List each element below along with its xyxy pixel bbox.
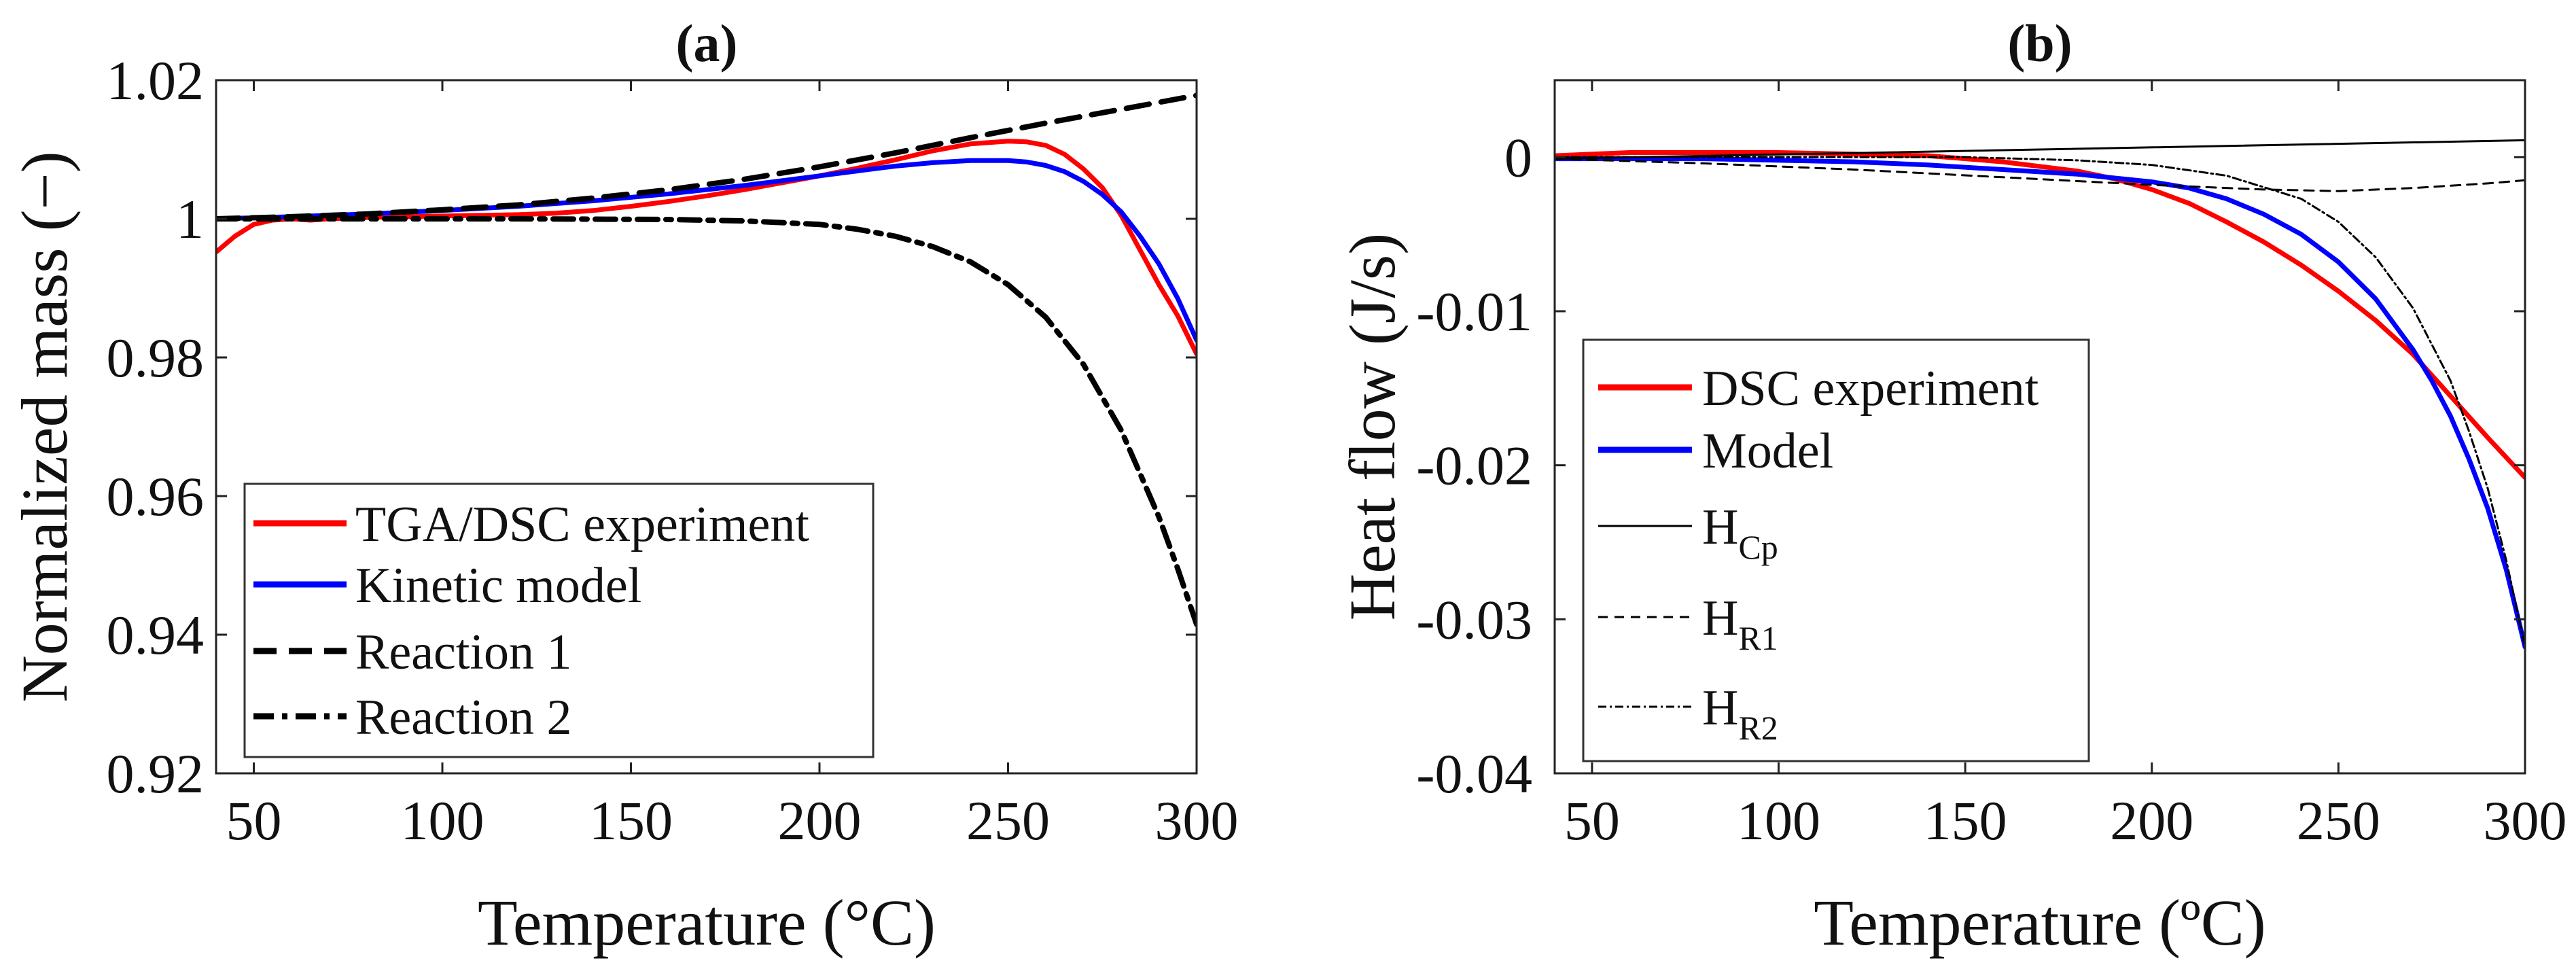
legend-label-sub: R2 [1738, 709, 1778, 747]
y-axis-label-b: Heat flow (J/s) [1336, 233, 1409, 621]
legend-entry: Kinetic model [253, 558, 641, 614]
series-line-b-4 [1555, 156, 2525, 648]
series-line-b-2 [1555, 139, 2525, 160]
y-tick-label: 0.96 [107, 465, 205, 527]
series-line-b-3 [1555, 158, 2525, 192]
y-tick-label: 0.94 [107, 604, 205, 666]
x-tick-label: 50 [226, 790, 282, 851]
panel-a-title: (a) [676, 14, 738, 73]
y-tick-label: 0.98 [107, 327, 205, 389]
x-tick-label: 100 [1737, 790, 1820, 851]
y-tick-label: -0.04 [1416, 743, 1532, 805]
x-tick-label: 250 [2297, 790, 2380, 851]
x-tick-label: 200 [778, 790, 862, 851]
y-tick-label: -0.01 [1416, 281, 1532, 342]
legend-label-main: H [1702, 591, 1738, 646]
legend-label-main: H [1702, 499, 1738, 555]
ticks-a: 50 100 150 200 250 300 0.92 0.94 0.96 0.98 1 1.02 [107, 50, 1239, 851]
legend-label-sub: R1 [1738, 619, 1778, 657]
series-line-a-2 [216, 92, 1197, 222]
legend-label: Reaction 1 [355, 625, 572, 680]
x-axis-label-a: Temperature (°C) [478, 886, 936, 959]
axes-box-a [215, 79, 1198, 775]
axes-box-b [1553, 79, 2526, 775]
legend-entry: Model [1598, 423, 1833, 479]
x-tick-label: 150 [1924, 790, 2007, 851]
legend-entry: HR2 [1598, 680, 1778, 747]
panel-b-title: (b) [2007, 14, 2072, 73]
legend-label: TGA/DSC experiment [355, 497, 809, 552]
panel-a: (a) 50 100 150 200 250 300 0.92 0.94 0.96 0.98 1 1.… [8, 14, 1239, 959]
y-tick-label: 1.02 [107, 50, 205, 111]
legend-entry: HR1 [1598, 591, 1778, 657]
legend-label-main: H [1702, 680, 1738, 736]
panel-b: (b) 50 100 150 200 250 300 -0.04 -0.03 -0.02 -0.0… [1336, 14, 2567, 959]
series-group-b [1555, 139, 2525, 650]
x-tick-label: 300 [1155, 790, 1239, 851]
x-tick-label: 100 [401, 790, 484, 851]
legend-box-a [243, 482, 875, 758]
series-line-b-0 [1555, 150, 2525, 480]
series-line-b-1 [1555, 156, 2525, 650]
legend-a: TGA/DSC experiment Kinetic model Reactio… [243, 482, 875, 758]
legend-label: HR1 [1702, 591, 1778, 657]
y-tick-label: 0.92 [107, 743, 205, 805]
legend-entry: Reaction 2 [253, 690, 572, 745]
legend-label: HCp [1702, 499, 1778, 566]
x-tick-label: 150 [589, 790, 673, 851]
series-line-a-3 [216, 216, 1197, 627]
legend-label: Kinetic model [355, 558, 641, 614]
legend-entry: HCp [1598, 499, 1778, 566]
legend-label: Reaction 2 [355, 690, 572, 745]
legend-entry: TGA/DSC experiment [253, 497, 809, 552]
legend-box-b [1582, 338, 2090, 762]
legend-label: DSC experiment [1702, 361, 2039, 417]
legend-entry: DSC experiment [1598, 361, 2039, 417]
y-tick-label: 0 [1504, 126, 1532, 188]
legend-label: HR2 [1702, 680, 1778, 747]
y-axis-label-a: Normalized mass (−) [8, 151, 81, 702]
y-tick-label: -0.03 [1416, 588, 1532, 650]
legend-b: DSC experiment Model HCp HR1 HR2 [1582, 338, 2090, 762]
x-axis-label-b: Temperature (ºC) [1814, 886, 2265, 959]
x-tick-label: 250 [966, 790, 1050, 851]
x-tick-label: 50 [1564, 790, 1620, 851]
legend-label-sub: Cp [1738, 528, 1778, 566]
x-tick-label: 200 [2110, 790, 2193, 851]
y-tick-label: -0.02 [1416, 435, 1532, 497]
legend-entry: Reaction 1 [253, 625, 572, 680]
series-group-a [216, 92, 1197, 627]
ticks-b: 50 100 150 200 250 300 -0.04 -0.03 -0.02 -0.01 0 [1416, 80, 2567, 851]
y-tick-label: 1 [176, 188, 204, 250]
legend-label: Model [1702, 423, 1833, 479]
x-tick-label: 300 [2484, 790, 2567, 851]
